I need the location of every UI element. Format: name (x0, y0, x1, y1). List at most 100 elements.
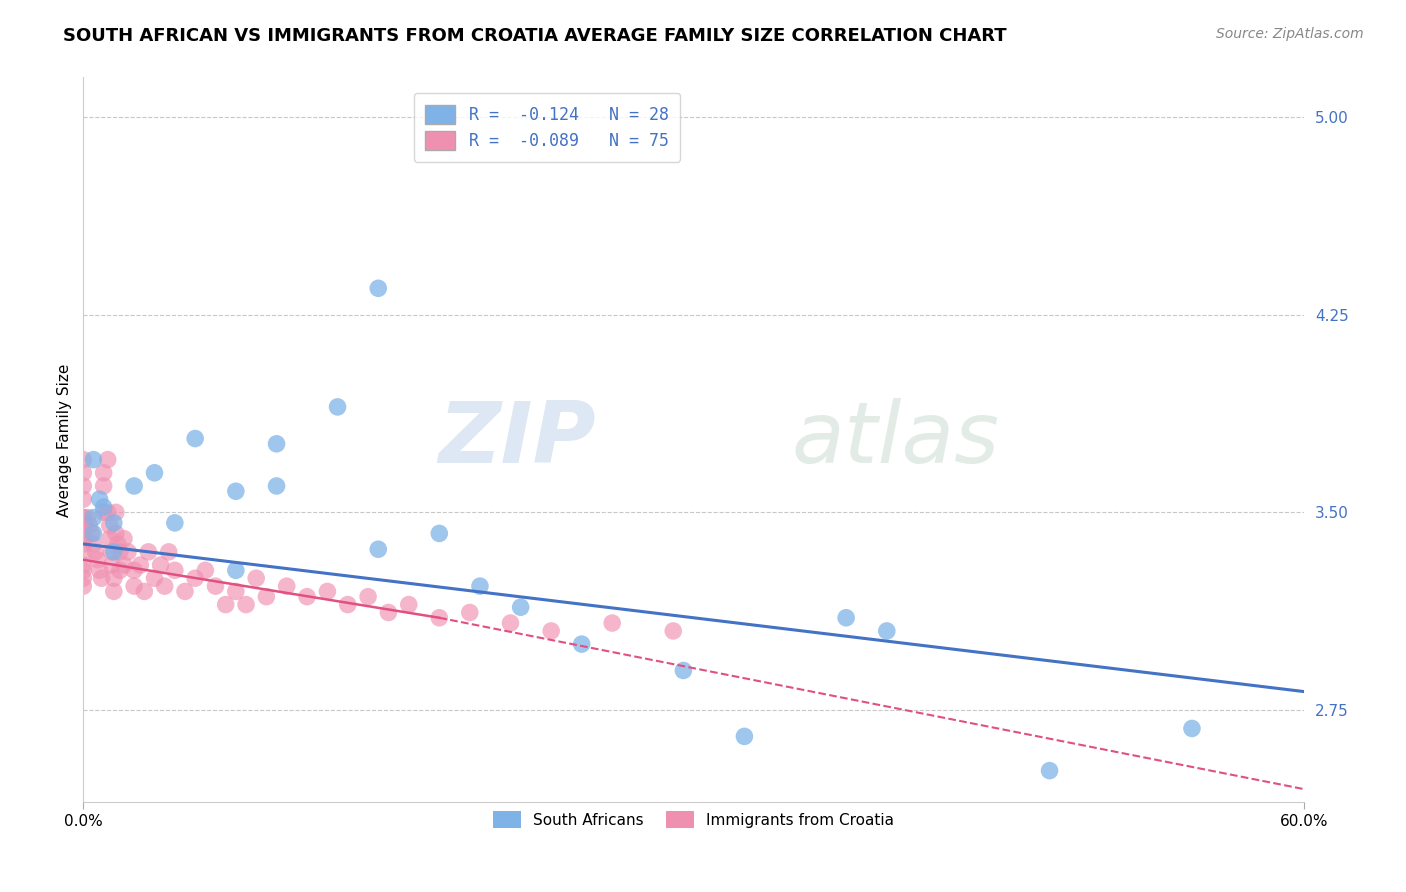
Point (72, 479, 94, 493)
Point (157, 545, 180, 559)
Point (122, 479, 145, 493)
Point (76, 510, 98, 524)
Point (82, 537, 104, 551)
Point (174, 584, 197, 599)
Point (367, 281, 389, 295)
Point (571, 637, 593, 651)
Point (266, 437, 288, 451)
Point (72, 526, 94, 541)
Point (468, 579, 491, 593)
Point (93, 466, 115, 480)
Point (72, 558, 94, 572)
Point (97, 505, 120, 519)
Point (90, 571, 112, 585)
Point (108, 545, 131, 559)
Point (72, 510, 94, 524)
Point (97, 452, 120, 467)
Point (80, 526, 103, 541)
Point (1181, 722, 1204, 736)
Point (72, 579, 94, 593)
Point (98, 532, 121, 546)
Point (122, 579, 145, 593)
Point (662, 624, 685, 638)
Point (72, 563, 94, 577)
Point (100, 558, 122, 572)
Point (398, 598, 420, 612)
Point (336, 598, 359, 612)
Point (163, 516, 186, 530)
Point (245, 571, 267, 585)
Point (184, 571, 207, 585)
Point (72, 571, 94, 585)
Point (89, 563, 111, 577)
Point (112, 558, 135, 572)
Point (103, 584, 125, 599)
Point (266, 479, 288, 493)
Point (326, 400, 349, 414)
Point (84, 545, 107, 559)
Point (163, 563, 186, 577)
Point (600, 615, 623, 630)
Point (427, 526, 450, 541)
Point (138, 545, 160, 559)
Point (122, 563, 145, 577)
Point (367, 542, 389, 557)
Point (104, 526, 127, 541)
Point (225, 584, 247, 599)
Point (72, 518, 94, 533)
Point (82, 452, 104, 467)
Text: atlas: atlas (792, 399, 1000, 482)
Point (112, 532, 135, 546)
Point (672, 664, 695, 678)
Point (225, 563, 247, 577)
Point (225, 484, 247, 499)
Point (235, 598, 257, 612)
Point (143, 571, 166, 585)
Point (540, 624, 562, 638)
Point (184, 432, 207, 446)
Point (254, 590, 277, 604)
Point (93, 500, 115, 514)
Point (103, 571, 125, 585)
Point (316, 584, 339, 599)
Point (103, 516, 125, 530)
Point (876, 624, 898, 638)
Point (72, 466, 94, 480)
Point (134, 584, 156, 599)
Point (143, 466, 166, 480)
Point (82, 510, 104, 524)
Point (107, 537, 129, 551)
Point (194, 563, 217, 577)
Point (149, 558, 172, 572)
Point (98, 518, 121, 533)
Point (72, 510, 94, 524)
Point (93, 479, 115, 493)
Point (89, 492, 111, 507)
Point (377, 606, 399, 620)
Y-axis label: Average Family Size: Average Family Size (58, 363, 72, 516)
Point (86, 553, 108, 567)
Point (72, 532, 94, 546)
Point (108, 563, 131, 577)
Point (129, 558, 152, 572)
Point (79, 518, 101, 533)
Point (103, 545, 125, 559)
Point (835, 611, 858, 625)
Point (215, 598, 238, 612)
Point (276, 579, 298, 593)
Point (509, 600, 531, 615)
Point (93, 505, 115, 519)
Point (458, 606, 481, 620)
Point (357, 590, 380, 604)
Text: ZIP: ZIP (439, 399, 596, 482)
Point (1038, 764, 1060, 778)
Point (72, 492, 94, 507)
Point (153, 579, 176, 593)
Point (204, 579, 226, 593)
Point (117, 545, 139, 559)
Point (72, 518, 94, 533)
Point (100, 545, 122, 559)
Text: Source: ZipAtlas.com: Source: ZipAtlas.com (1216, 27, 1364, 41)
Point (72, 537, 94, 551)
Point (104, 505, 127, 519)
